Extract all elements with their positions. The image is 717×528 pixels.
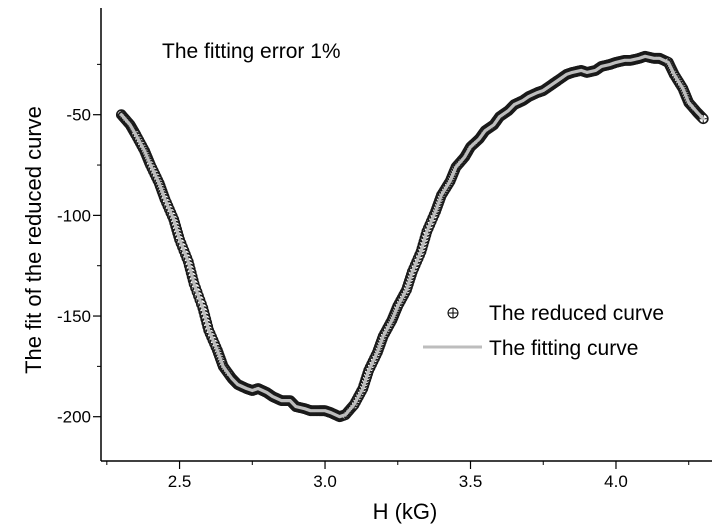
legend-label-reduced: The reduced curve — [489, 302, 664, 325]
fitting-curve-line — [119, 54, 705, 419]
y-axis-title: The fit of the reduced curve — [21, 106, 46, 374]
y-tick-label: -100 — [57, 206, 91, 225]
data-markers — [115, 50, 709, 423]
plot-axes — [100, 8, 712, 462]
x-tick-label: 3.0 — [313, 472, 337, 491]
legend-marker-reduced — [447, 307, 459, 319]
y-tick-label: -200 — [57, 408, 91, 427]
x-axis-title: H (kG) — [373, 499, 438, 524]
legend-label-fit: The fitting curve — [489, 337, 638, 360]
y-tick-label: -150 — [57, 307, 91, 326]
fitting-error-annotation: The fitting error 1% — [162, 40, 341, 63]
fit-line-group — [119, 54, 705, 419]
y-tick-label: -50 — [66, 106, 91, 125]
legend: The reduced curve The fitting curve — [423, 302, 664, 360]
axis-ticks: 2.5 3.0 3.5 4.0 -50 -100 -150 -200 — [57, 63, 690, 491]
x-tick-label: 2.5 — [168, 472, 192, 491]
x-tick-label: 3.5 — [459, 472, 483, 491]
x-tick-label: 4.0 — [604, 472, 628, 491]
